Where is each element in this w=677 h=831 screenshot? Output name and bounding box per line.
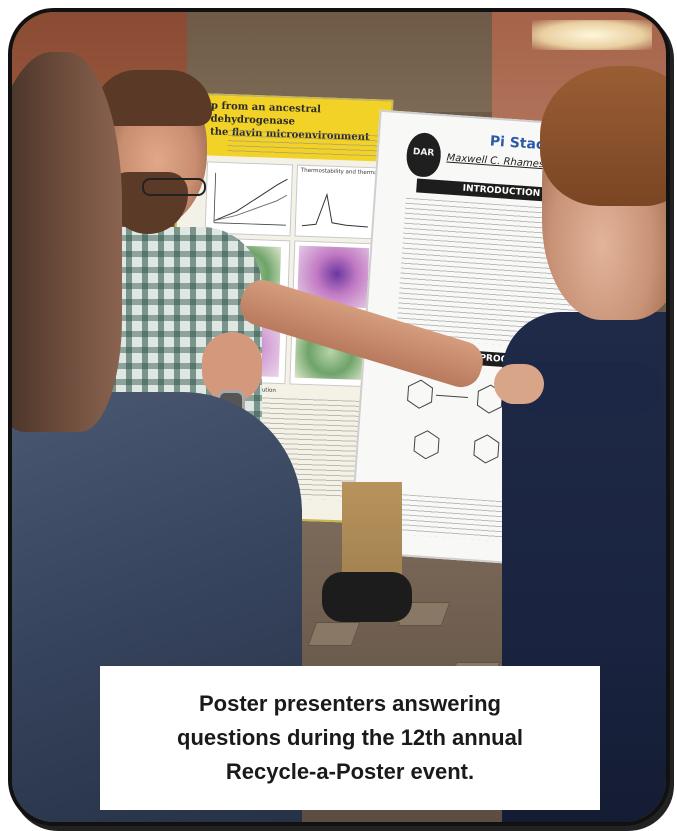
presenter-hair: [94, 70, 212, 126]
caption-box: Poster presenters answering questions du…: [100, 666, 600, 810]
caption-line-2: questions during the 12th annual: [177, 725, 523, 750]
background-person-shoes: [322, 572, 412, 622]
poster-left-graph-panel: [204, 161, 294, 237]
foreground-person-left-head: [12, 52, 122, 432]
poster-left-melt-panel: Thermostability and thermal melt: [294, 164, 393, 240]
poster-left: p from an ancestral dehydrogenase the fl…: [164, 92, 394, 524]
photo-frame: p from an ancestral dehydrogenase the fl…: [8, 8, 670, 826]
dar-logo-text: DAR: [412, 147, 435, 159]
ceiling-light: [532, 20, 652, 50]
foreground-person-right-hair: [540, 66, 666, 206]
foreground-person-right-pointing-hand: [494, 364, 544, 404]
presenter-glasses: [142, 178, 206, 196]
poster-left-line-graph: [213, 172, 288, 226]
caption-line-1: Poster presenters answering: [198, 691, 501, 716]
poster-left-melt-curve: [301, 192, 368, 228]
caption-line-3: Recycle-a-Poster event.: [225, 759, 475, 784]
